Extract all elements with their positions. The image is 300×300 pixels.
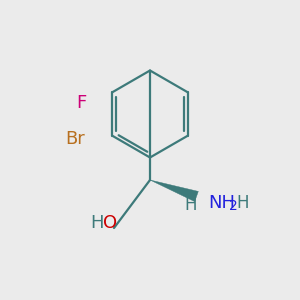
Text: O: O [103, 214, 118, 232]
Text: NH: NH [208, 194, 236, 211]
Text: H: H [184, 196, 197, 214]
Text: F: F [77, 94, 87, 112]
Text: Br: Br [66, 130, 86, 148]
Polygon shape [150, 180, 198, 202]
Text: H: H [236, 194, 249, 211]
Text: H: H [90, 214, 104, 232]
Text: 2: 2 [229, 199, 238, 213]
